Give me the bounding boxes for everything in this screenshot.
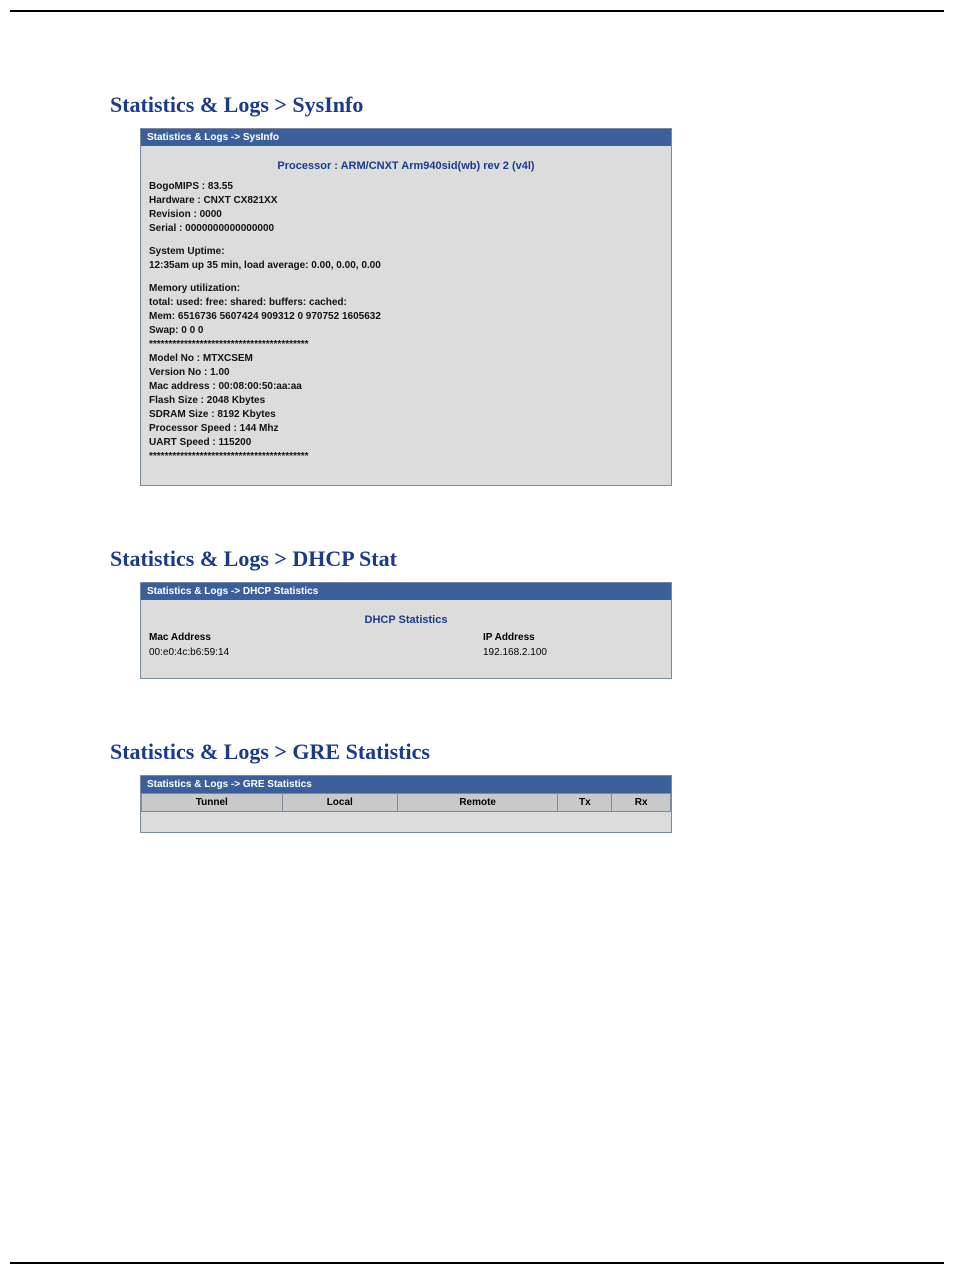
memory-label: Memory utilization: (149, 283, 663, 294)
swap-line: Swap: 0 0 0 (149, 325, 663, 336)
section-heading-gre: Statistics & Logs > GRE Statistics (110, 739, 844, 765)
gre-col-remote: Remote (397, 794, 557, 812)
dhcp-panel-header: Statistics & Logs -> DHCP Statistics (141, 583, 671, 600)
info-line: Revision : 0000 (149, 209, 663, 220)
uptime-value: 12:35am up 35 min, load average: 0.00, 0… (149, 260, 663, 271)
dhcp-mac-value: 00:e0:4c:b6:59:14 (149, 647, 483, 658)
gre-col-tx: Tx (558, 794, 612, 812)
section-heading-sysinfo: Statistics & Logs > SysInfo (110, 92, 844, 118)
separator-line: ****************************************… (149, 451, 663, 462)
hw-line: UART Speed : 115200 (149, 437, 663, 448)
gre-col-local: Local (282, 794, 397, 812)
dhcp-ip-label: IP Address (483, 632, 663, 643)
separator-line: ****************************************… (149, 339, 663, 350)
hw-line: SDRAM Size : 8192 Kbytes (149, 409, 663, 420)
uptime-label: System Uptime: (149, 246, 663, 257)
processor-line: Processor : ARM/CNXT Arm940sid(wb) rev 2… (149, 154, 663, 178)
dhcp-mac-label: Mac Address (149, 632, 483, 643)
sysinfo-panel: Statistics & Logs -> SysInfo Processor :… (140, 128, 672, 486)
gre-panel-header: Statistics & Logs -> GRE Statistics (141, 776, 671, 793)
section-heading-dhcp: Statistics & Logs > DHCP Stat (110, 546, 844, 572)
dhcp-panel: Statistics & Logs -> DHCP Statistics DHC… (140, 582, 672, 679)
hw-line: Flash Size : 2048 Kbytes (149, 395, 663, 406)
dhcp-ip-value: 192.168.2.100 (483, 647, 663, 658)
dhcp-title: DHCP Statistics (149, 608, 663, 632)
gre-panel: Statistics & Logs -> GRE Statistics Tunn… (140, 775, 672, 833)
sysinfo-panel-header: Statistics & Logs -> SysInfo (141, 129, 671, 146)
memory-header: total: used: free: shared: buffers: cach… (149, 297, 663, 308)
hw-line: Processor Speed : 144 Mhz (149, 423, 663, 434)
hw-line: Version No : 1.00 (149, 367, 663, 378)
memory-line: Mem: 6516736 5607424 909312 0 970752 160… (149, 311, 663, 322)
info-line: Hardware : CNXT CX821XX (149, 195, 663, 206)
gre-col-tunnel: Tunnel (142, 794, 283, 812)
hw-line: Model No : MTXCSEM (149, 353, 663, 364)
hw-line: Mac address : 00:08:00:50:aa:aa (149, 381, 663, 392)
info-line: BogoMIPS : 83.55 (149, 181, 663, 192)
gre-table: Tunnel Local Remote Tx Rx (141, 793, 671, 812)
gre-col-rx: Rx (612, 794, 671, 812)
info-line: Serial : 0000000000000000 (149, 223, 663, 234)
